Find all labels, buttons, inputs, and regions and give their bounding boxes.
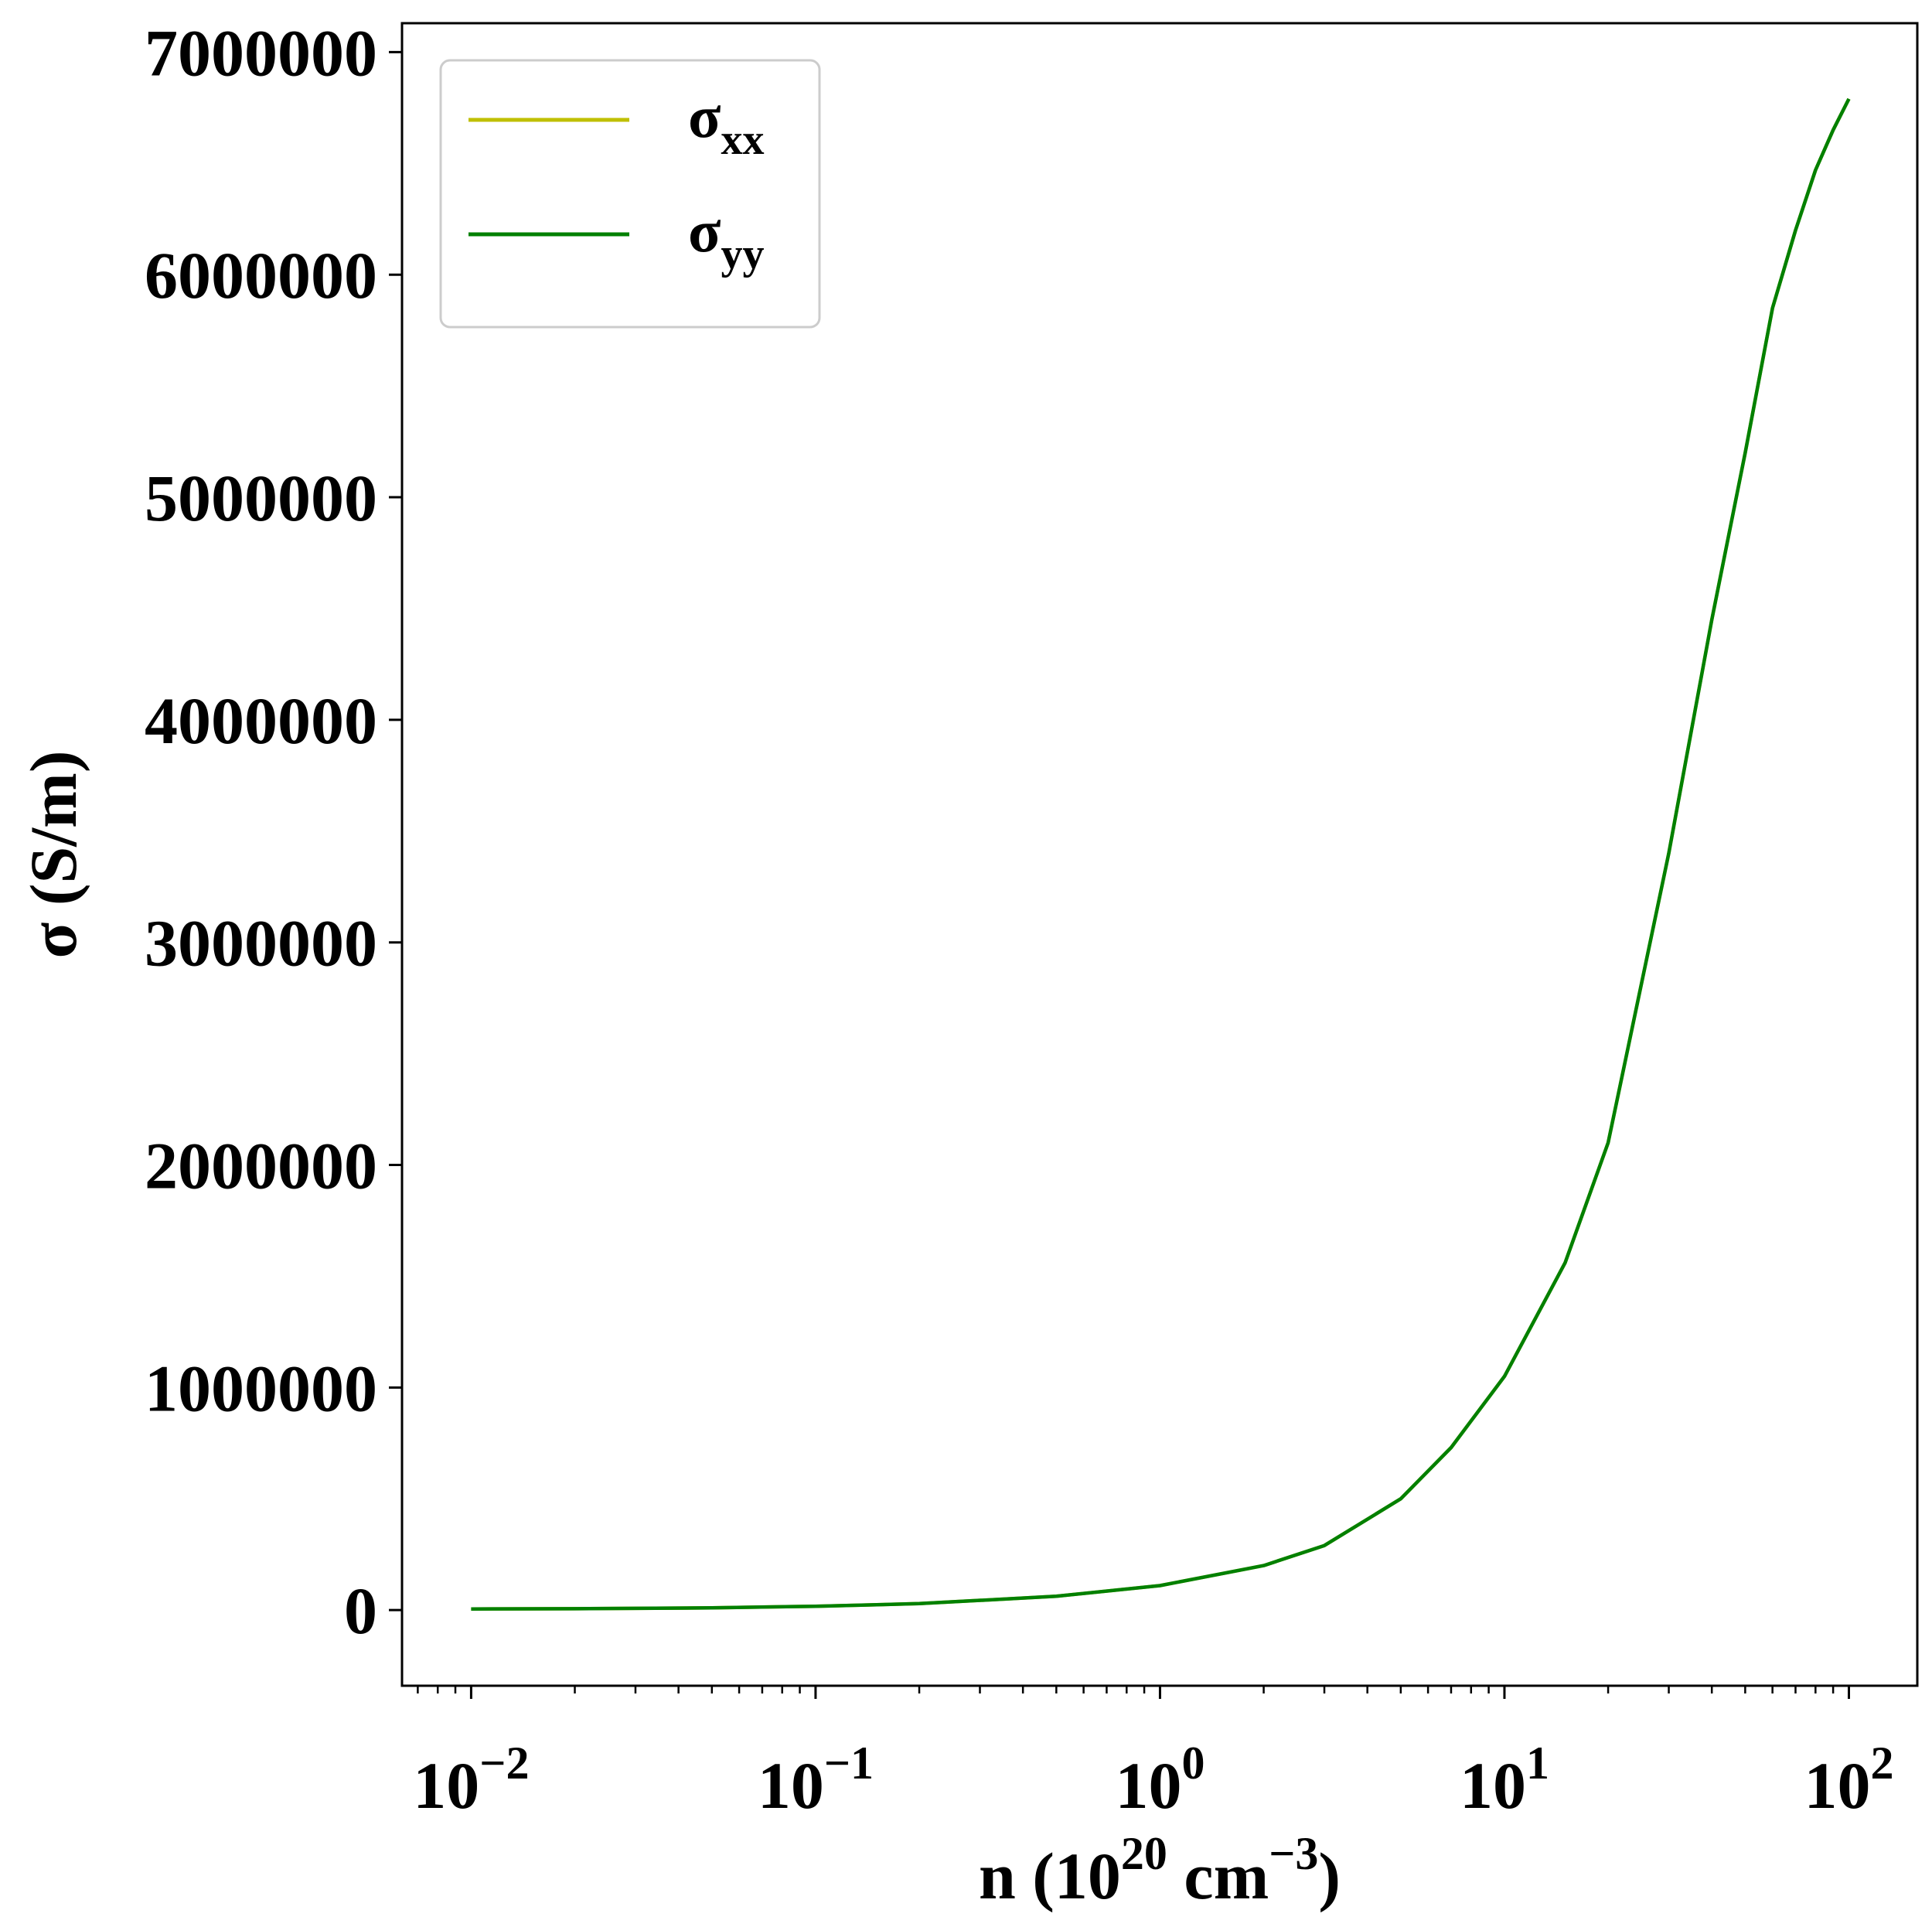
legend-label-xx: σxx [688,83,764,164]
x-tick-label: 10−2 [413,1738,529,1823]
plot-frame [400,22,1919,1687]
x-tick-exponent: 1 [1526,1738,1549,1789]
x-tick-base: 10 [1804,1748,1870,1823]
axis-ticks [389,50,1850,1699]
legend-box [439,59,821,329]
x-tick-label: 101 [1460,1738,1549,1823]
x-tick-label: 10−1 [758,1738,874,1823]
y-tick-label: 5000000 [145,461,377,535]
y-tick-labels: 0 1000000 2000000 3000000 4000000 5000000 6000… [145,15,377,1648]
x-tick-exponent: −2 [479,1738,529,1789]
x-tick-exponent: −1 [824,1738,874,1789]
series-layer [471,97,1851,1611]
x-tick-label: 100 [1115,1738,1205,1823]
y-tick-label: 3000000 [145,906,377,981]
y-tick-label: 4000000 [145,684,377,758]
y-tick-label: 7000000 [145,15,377,90]
x-axis-label: n (1020 cm−3) [979,1828,1341,1913]
x-tick-label: 102 [1804,1738,1893,1823]
x-minor-ticks [417,1686,1835,1693]
x-axis-label-mid: cm [1167,1839,1269,1913]
x-tick-base: 10 [1460,1748,1526,1823]
y-tick-label: 6000000 [145,238,377,312]
x-axis-label-suffix: ) [1318,1839,1341,1913]
y-axis-label: σ (S/m) [16,751,90,959]
x-tick-base: 10 [1115,1748,1181,1823]
x-axis-label-prefix: n (10 [979,1839,1121,1913]
x-tick-exponent: 0 [1181,1738,1205,1789]
x-axis-label-sup2: −3 [1269,1828,1318,1879]
y-tick-label: 1000000 [145,1351,377,1425]
y-tick-label: 2000000 [145,1129,377,1203]
legend-label-yy: σyy [688,197,764,278]
x-tick-base: 10 [413,1748,479,1823]
y-tick-label: 0 [344,1574,377,1648]
x-tick-labels: 10−2 10−1 100 101 102 [413,1738,1893,1823]
x-tick-exponent: 2 [1870,1738,1893,1789]
x-tick-base: 10 [758,1748,824,1823]
legend: σxx σyy [439,59,821,329]
x-axis-label-sup1: 20 [1121,1828,1167,1879]
series-line-yy [471,97,1851,1611]
